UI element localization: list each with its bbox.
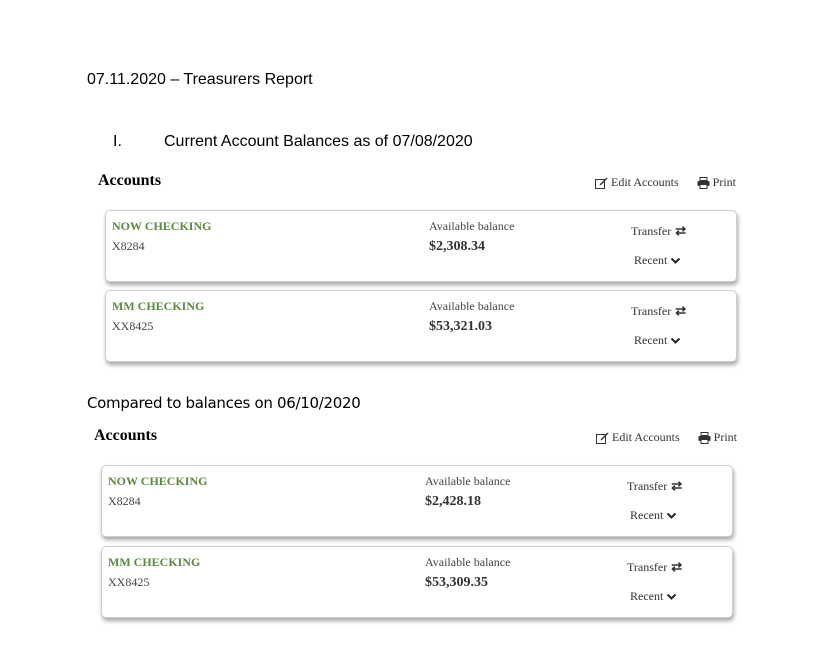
comparison-heading: Compared to balances on 06/10/2020 [87,394,361,412]
edit-accounts-label: Edit Accounts [612,430,680,444]
recent-toggle[interactable]: Recent [634,253,681,268]
chevron-down-icon [671,337,681,344]
account-name[interactable]: MM CHECKING [112,299,205,313]
chevron-down-icon [667,593,677,600]
account-number: XX8425 [108,575,150,589]
document-title: 07.11.2020 – Treasurers Report [87,71,313,88]
transfer-label: Transfer [627,559,668,574]
transfer-arrows-icon: ⇄ [675,303,687,318]
edit-accounts-label: Edit Accounts [611,175,679,189]
section-title: Current Account Balances as of 07/08/202… [164,133,473,150]
recent-label: Recent [630,589,664,603]
transfer-label: Transfer [631,223,672,238]
account-name[interactable]: MM CHECKING [108,555,201,569]
balance-label: Available balance [429,299,515,313]
recent-label: Recent [630,508,664,522]
edit-icon [596,432,609,444]
print-icon [698,431,711,444]
account-name[interactable]: NOW CHECKING [108,474,208,488]
balance-value: $53,321.03 [429,319,492,334]
edit-icon [595,177,608,189]
panel-title: Accounts [94,427,158,444]
balance-value: $53,309.35 [425,575,488,590]
transfer-arrows-icon: ⇄ [675,223,687,238]
chevron-down-icon [671,257,681,264]
print-label: Print [713,430,738,444]
print-link[interactable]: Print [697,175,736,190]
balance-label: Available balance [425,555,511,569]
recent-toggle[interactable]: Recent [630,589,677,604]
accounts-panel-previous: Accounts Edit Accounts Print NOW CHECKIN… [94,427,738,627]
section-heading: I. Current Account Balances as of 07/08/2… [113,133,473,151]
recent-toggle[interactable]: Recent [634,333,681,348]
panel-actions: Edit Accounts Print [596,430,737,445]
balance-label: Available balance [429,219,515,233]
panel-title: Accounts [98,172,162,189]
edit-accounts-link[interactable]: Edit Accounts [595,175,679,190]
accounts-panel-current: Accounts Edit Accounts Print NOW CHECKIN… [98,172,738,362]
balance-value: $2,308.34 [429,239,485,254]
transfer-button[interactable]: Transfer ⇄ [627,559,682,575]
recent-label: Recent [634,333,668,347]
print-icon [697,176,710,189]
chevron-down-icon [667,512,677,519]
print-label: Print [712,175,737,189]
print-link[interactable]: Print [698,430,737,445]
transfer-arrows-icon: ⇄ [671,559,683,574]
account-card-now-checking[interactable]: NOW CHECKING X8284 Available balance $2,… [101,465,733,537]
recent-label: Recent [634,253,668,267]
section-number: I. [113,133,122,150]
account-card-mm-checking[interactable]: MM CHECKING XX8425 Available balance $53… [105,290,737,362]
transfer-button[interactable]: Transfer ⇄ [631,303,686,319]
account-card-mm-checking[interactable]: MM CHECKING XX8425 Available balance $53… [101,546,733,618]
recent-toggle[interactable]: Recent [630,508,677,523]
edit-accounts-link[interactable]: Edit Accounts [596,430,680,445]
balance-value: $2,428.18 [425,494,481,509]
transfer-button[interactable]: Transfer ⇄ [627,478,682,494]
transfer-arrows-icon: ⇄ [671,478,683,493]
account-number: XX8425 [112,319,154,333]
transfer-label: Transfer [631,303,672,318]
transfer-label: Transfer [627,478,668,493]
balance-label: Available balance [425,474,511,488]
transfer-button[interactable]: Transfer ⇄ [631,223,686,239]
panel-actions: Edit Accounts Print [595,175,736,190]
account-number: X8284 [112,239,145,253]
account-number: X8284 [108,494,141,508]
account-name[interactable]: NOW CHECKING [112,219,212,233]
account-card-now-checking[interactable]: NOW CHECKING X8284 Available balance $2,… [105,210,737,282]
